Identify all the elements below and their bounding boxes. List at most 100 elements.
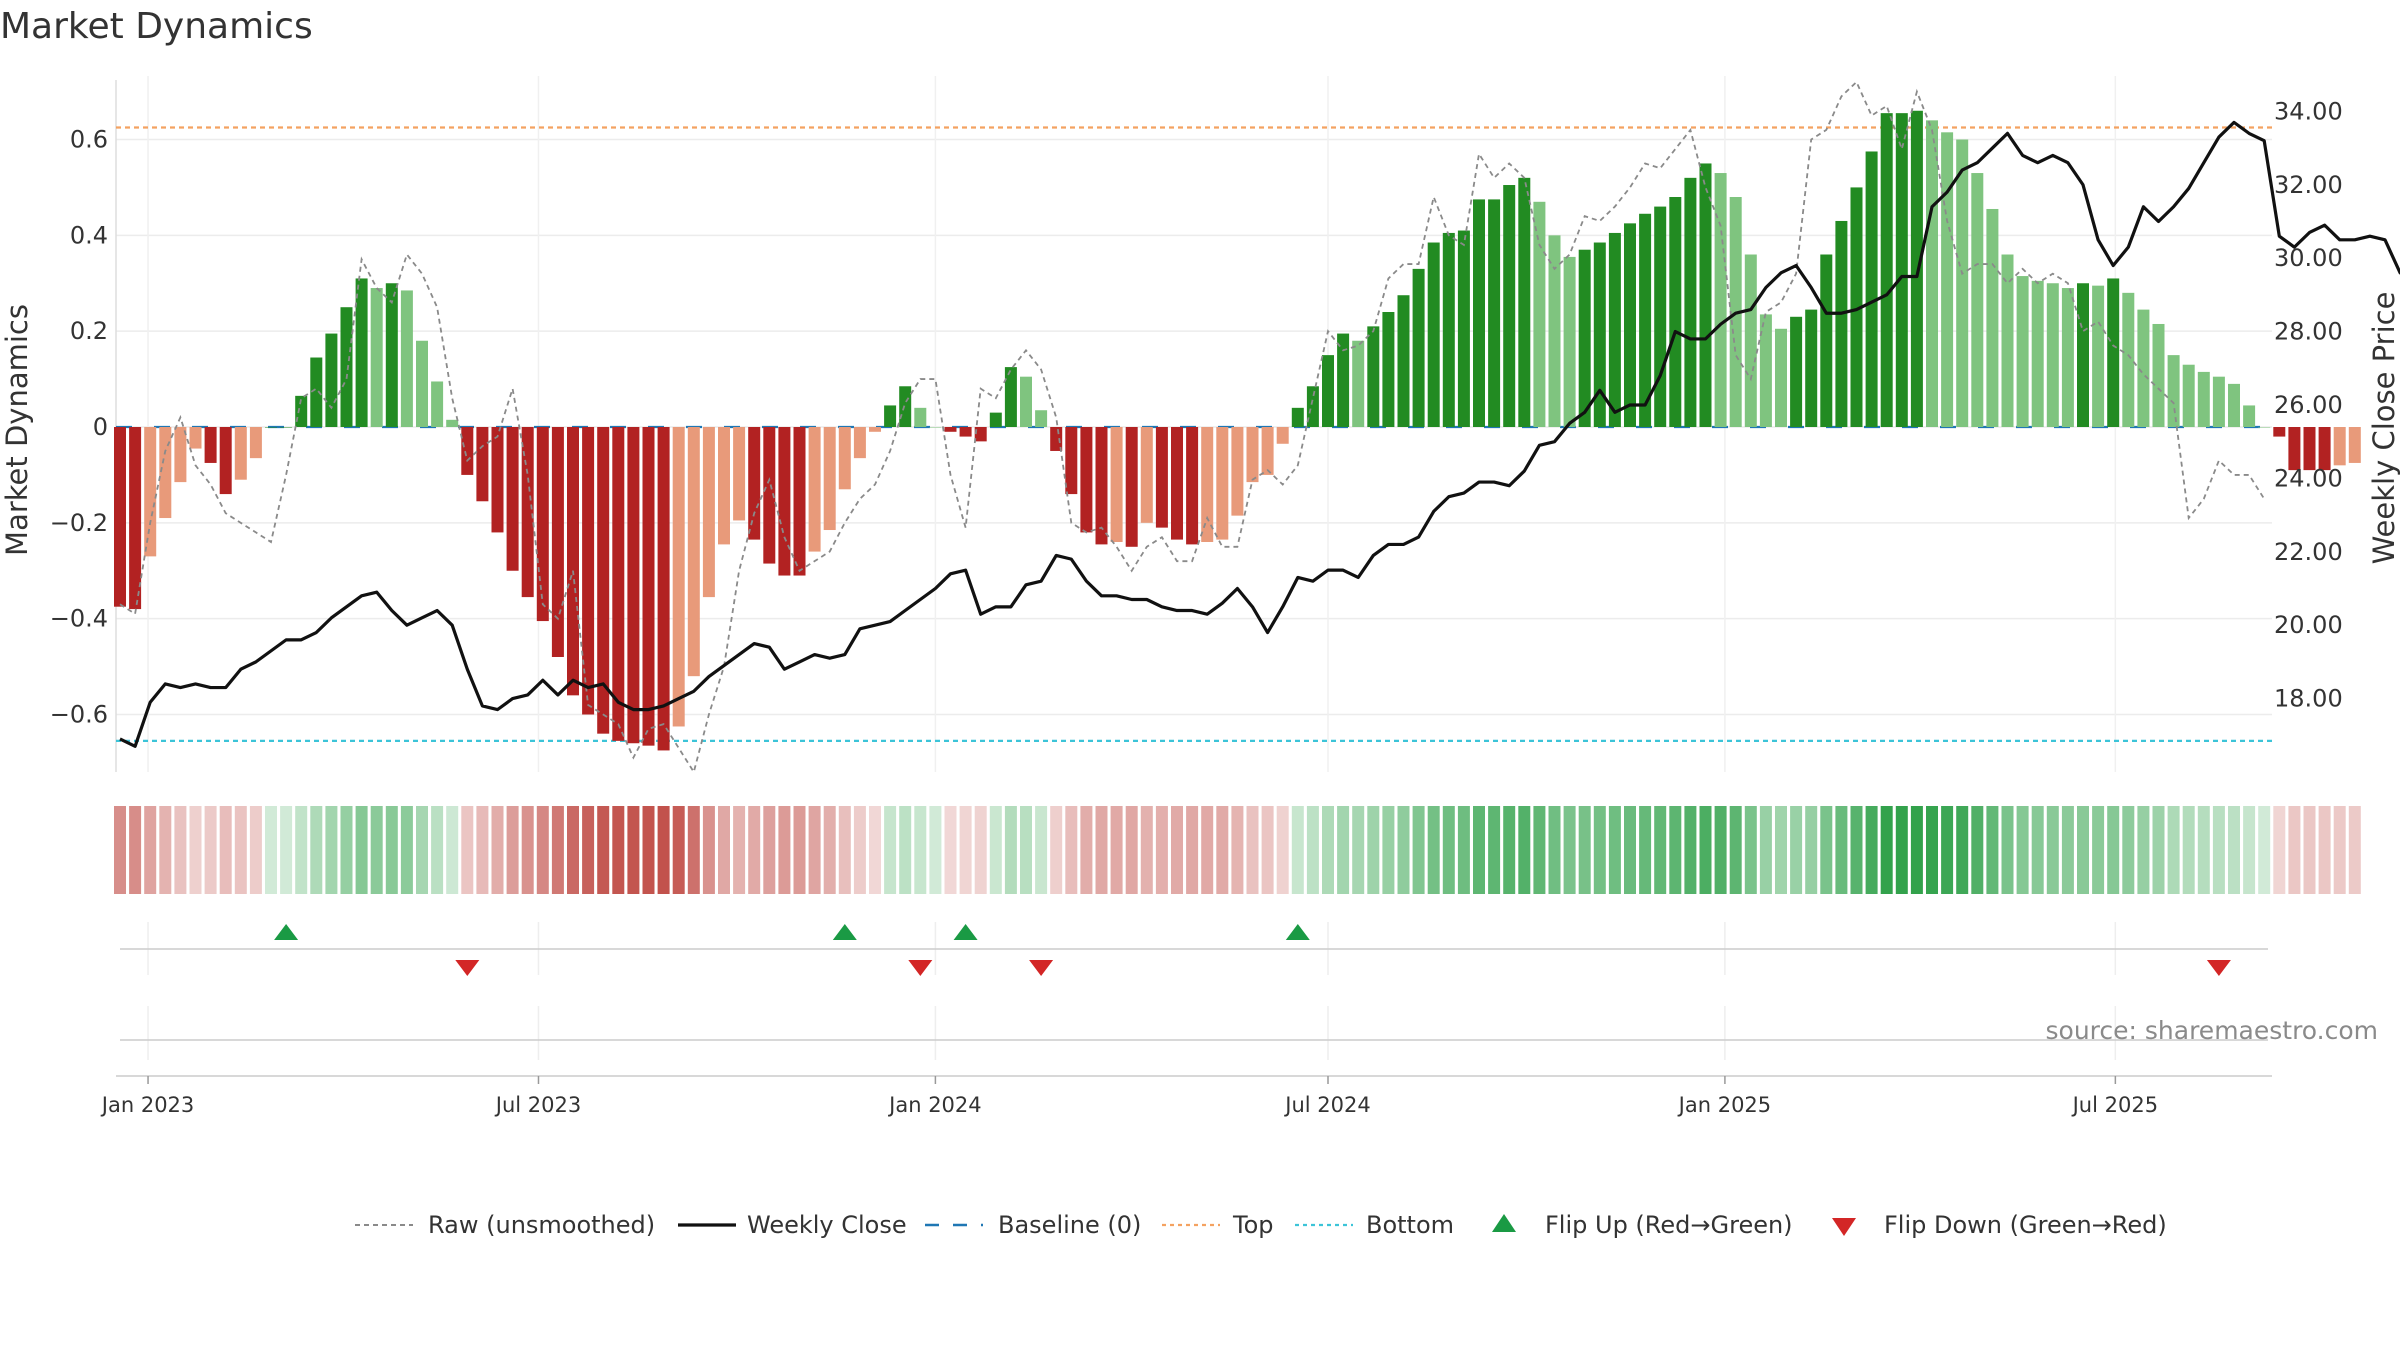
heat-cell-43 bbox=[763, 806, 776, 894]
md-bar-28 bbox=[536, 427, 549, 622]
heat-cell-60 bbox=[1020, 806, 1032, 894]
md-bar-143 bbox=[2273, 427, 2286, 437]
heat-cell-22 bbox=[446, 806, 459, 894]
heat-cell-7 bbox=[219, 806, 232, 894]
right-axis-label: Weekly Close Price bbox=[2367, 292, 2400, 565]
heat-cell-93 bbox=[1518, 806, 1531, 894]
heat-cell-123 bbox=[1971, 806, 1984, 894]
legend-label-2: Baseline (0) bbox=[998, 1211, 1141, 1239]
heat-cell-146 bbox=[2318, 806, 2331, 894]
md-bar-112 bbox=[1805, 309, 1818, 427]
heat-cell-90 bbox=[1473, 806, 1485, 894]
md-bar-95 bbox=[1548, 235, 1561, 427]
md-bar-40 bbox=[718, 427, 730, 545]
heat-cell-136 bbox=[2167, 806, 2180, 894]
heat-cell-86 bbox=[1412, 806, 1425, 894]
heat-cell-46 bbox=[808, 806, 821, 894]
heat-cell-98 bbox=[1593, 806, 1606, 894]
md-bar-5 bbox=[189, 427, 202, 449]
heat-cell-8 bbox=[234, 806, 247, 894]
left-tick-0: −0.6 bbox=[50, 701, 108, 729]
heat-cell-68 bbox=[1140, 806, 1153, 894]
heat-cell-79 bbox=[1306, 806, 1319, 894]
x-tick-label-0: Jan 2023 bbox=[100, 1093, 195, 1117]
heat-cell-127 bbox=[2031, 806, 2044, 894]
md-bar-19 bbox=[400, 290, 413, 427]
bars-layer bbox=[114, 110, 2361, 751]
md-bar-88 bbox=[1442, 232, 1455, 427]
flip-markers-panel bbox=[120, 922, 2268, 1060]
legend-label-5: Flip Up (Red→Green) bbox=[1545, 1211, 1793, 1239]
md-bar-58 bbox=[989, 412, 1002, 427]
heat-cell-94 bbox=[1533, 806, 1546, 894]
md-bar-68 bbox=[1140, 427, 1153, 523]
heat-cell-58 bbox=[989, 806, 1002, 894]
md-bar-130 bbox=[2077, 283, 2089, 427]
heat-cell-76 bbox=[1261, 806, 1274, 894]
md-bar-140 bbox=[2228, 383, 2240, 427]
heat-cell-70 bbox=[1171, 806, 1183, 894]
heat-cell-36 bbox=[657, 806, 670, 894]
md-bar-80 bbox=[1322, 355, 1334, 427]
heat-cell-28 bbox=[536, 806, 549, 894]
md-bar-34 bbox=[627, 427, 640, 744]
md-bar-29 bbox=[551, 427, 564, 657]
heat-cell-39 bbox=[702, 806, 715, 894]
heat-cell-35 bbox=[642, 806, 655, 894]
md-bar-139 bbox=[2212, 376, 2225, 427]
heat-cell-31 bbox=[582, 806, 595, 894]
heat-cell-124 bbox=[1986, 806, 1999, 894]
heat-cell-15 bbox=[340, 806, 353, 894]
md-bar-20 bbox=[416, 340, 428, 427]
md-bar-55 bbox=[944, 427, 957, 432]
md-bar-110 bbox=[1775, 328, 1787, 427]
right-tick-3: 24.00 bbox=[2274, 464, 2343, 492]
left-tick-5: 0.4 bbox=[70, 221, 108, 249]
heat-cell-126 bbox=[2016, 806, 2029, 894]
md-bar-122 bbox=[1956, 139, 1969, 427]
heat-cell-114 bbox=[1835, 806, 1848, 894]
heat-cell-19 bbox=[400, 806, 413, 894]
right-tick-6: 30.00 bbox=[2274, 244, 2343, 272]
md-bar-24 bbox=[476, 427, 489, 502]
md-bar-126 bbox=[2016, 276, 2029, 427]
md-bar-71 bbox=[1186, 427, 1199, 545]
heat-cell-140 bbox=[2228, 806, 2240, 894]
md-bar-104 bbox=[1684, 177, 1697, 427]
md-bar-59 bbox=[1004, 367, 1017, 427]
md-bar-83 bbox=[1367, 326, 1380, 427]
heat-cell-61 bbox=[1035, 806, 1048, 894]
md-bar-72 bbox=[1201, 427, 1214, 542]
heat-cell-148 bbox=[2348, 806, 2361, 894]
md-bar-78 bbox=[1291, 407, 1304, 427]
heat-cell-103 bbox=[1669, 806, 1682, 894]
heat-cell-78 bbox=[1291, 806, 1304, 894]
heat-cell-30 bbox=[567, 806, 579, 894]
md-bar-108 bbox=[1744, 254, 1757, 427]
heat-cell-128 bbox=[2046, 806, 2059, 894]
md-bar-103 bbox=[1669, 197, 1682, 427]
md-bar-54 bbox=[929, 427, 942, 428]
left-tick-3: 0 bbox=[93, 413, 108, 441]
md-bar-118 bbox=[1895, 113, 1908, 427]
md-bar-14 bbox=[325, 333, 338, 427]
raw-line-layer bbox=[119, 80, 2265, 775]
x-tick-label-5: Jul 2025 bbox=[2071, 1093, 2158, 1117]
right-tick-0: 18.00 bbox=[2274, 685, 2343, 713]
md-bar-98 bbox=[1593, 242, 1606, 427]
legend: Raw (unsmoothed) Weekly Close Baseline (0)… bbox=[355, 1211, 2167, 1239]
md-bar-36 bbox=[657, 427, 670, 751]
md-bar-96 bbox=[1563, 256, 1576, 427]
md-bar-79 bbox=[1306, 386, 1319, 427]
md-bar-91 bbox=[1488, 199, 1501, 427]
heat-cell-102 bbox=[1654, 806, 1667, 894]
left-axis-ticks: −0.6 −0.4 −0.2 0 0.2 0.4 0.6 bbox=[50, 126, 108, 729]
md-bar-10 bbox=[265, 427, 277, 428]
heat-cell-65 bbox=[1095, 806, 1108, 894]
heat-cell-34 bbox=[627, 806, 640, 894]
heat-cell-118 bbox=[1895, 806, 1908, 894]
md-bar-111 bbox=[1790, 316, 1803, 427]
heat-cell-11 bbox=[280, 806, 293, 894]
md-bar-93 bbox=[1518, 177, 1531, 427]
md-bar-145 bbox=[2303, 427, 2316, 471]
